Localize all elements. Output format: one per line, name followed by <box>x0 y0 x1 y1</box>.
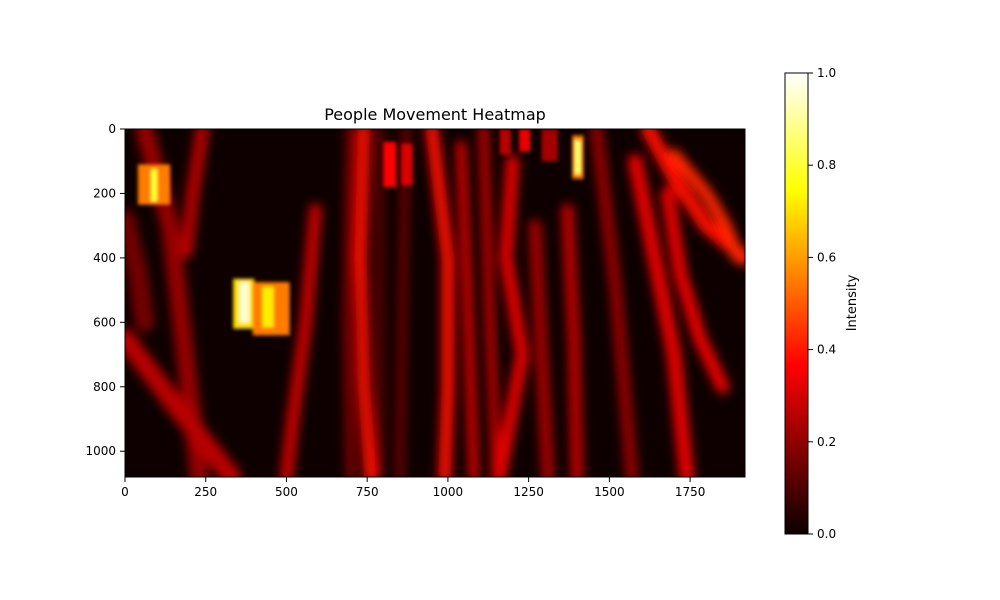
hotspots-layer <box>137 129 584 336</box>
movement-trail <box>627 153 695 477</box>
movement-trail <box>179 129 209 258</box>
x-tick-label: 250 <box>194 485 217 499</box>
colorbar-tick-label: 0.6 <box>817 250 836 264</box>
movement-trail <box>135 129 209 477</box>
movement-trail <box>125 209 155 332</box>
movement-trail <box>478 129 502 477</box>
movement-trail <box>561 203 584 477</box>
movement-trail <box>354 129 377 477</box>
colorbar-label: Intensity <box>845 274 860 331</box>
movement-trail <box>425 129 455 477</box>
movement-trail <box>125 328 242 477</box>
x-tick-label: 750 <box>356 485 379 499</box>
movement-trail <box>528 219 555 477</box>
y-tick-label: 600 <box>93 315 116 329</box>
colorbar-tick-label: 1.0 <box>817 66 836 80</box>
hotspot-cell <box>541 129 558 162</box>
hotspot-cell <box>239 282 250 323</box>
y-tick-label: 1000 <box>85 444 116 458</box>
colorbar-tick-label: 0.8 <box>817 158 836 172</box>
movement-trail <box>455 140 479 477</box>
x-tick-label: 0 <box>121 485 129 499</box>
colorbar: 0.0 0.2 0.4 0.6 0.8 1.0 Intensity <box>784 66 860 541</box>
movement-trail <box>493 154 529 477</box>
x-tick-label: 1000 <box>433 485 464 499</box>
movement-trail <box>660 186 730 394</box>
plot-frame <box>124 128 746 478</box>
y-tick-label: 400 <box>93 251 116 265</box>
colorbar-frame <box>784 72 809 535</box>
x-tick-label: 1250 <box>513 485 544 499</box>
colorbar-ticks: 0.0 0.2 0.4 0.6 0.8 1.0 <box>808 66 836 541</box>
hotspot-cell <box>499 129 511 155</box>
movement-trail <box>280 203 322 477</box>
movement-trail <box>590 129 639 477</box>
colorbar-tick-label: 0.4 <box>817 343 836 357</box>
x-tick-label: 1500 <box>594 485 625 499</box>
hotspot-cell <box>150 169 158 202</box>
colorbar-tick-label: 0.2 <box>817 435 836 449</box>
hotspot-cell <box>574 140 581 175</box>
colorbar-tick-label: 0.0 <box>817 527 836 541</box>
chart-title: People Movement Heatmap <box>324 105 546 124</box>
hotspot-cell <box>262 286 274 328</box>
plot-area <box>124 128 746 478</box>
hotspot-cell <box>383 141 397 187</box>
hotspot-cell <box>519 129 531 152</box>
hotspot-cell <box>401 143 413 186</box>
y-tick-label: 0 <box>108 122 116 136</box>
movement-trail <box>667 148 745 265</box>
y-axis: 0 200 400 600 800 1000 <box>85 122 125 458</box>
colorbar-gradient <box>785 73 808 534</box>
x-tick-label: 1750 <box>675 485 706 499</box>
movement-trail <box>343 129 356 477</box>
y-tick-label: 800 <box>93 380 116 394</box>
x-tick-label: 500 <box>275 485 298 499</box>
y-tick-label: 200 <box>93 186 116 200</box>
x-axis: 0 250 500 750 1000 1250 1500 1750 <box>121 477 705 499</box>
